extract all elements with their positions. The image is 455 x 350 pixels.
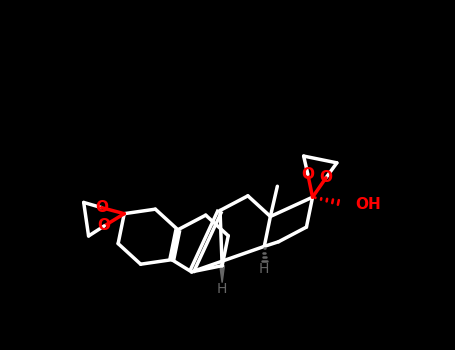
Text: H: H (217, 282, 228, 296)
Polygon shape (220, 266, 224, 282)
Text: O: O (95, 200, 108, 215)
Text: OH: OH (355, 197, 381, 212)
Text: O: O (301, 167, 314, 182)
Text: O: O (98, 218, 111, 233)
Text: H: H (259, 262, 269, 276)
Text: O: O (319, 170, 333, 186)
